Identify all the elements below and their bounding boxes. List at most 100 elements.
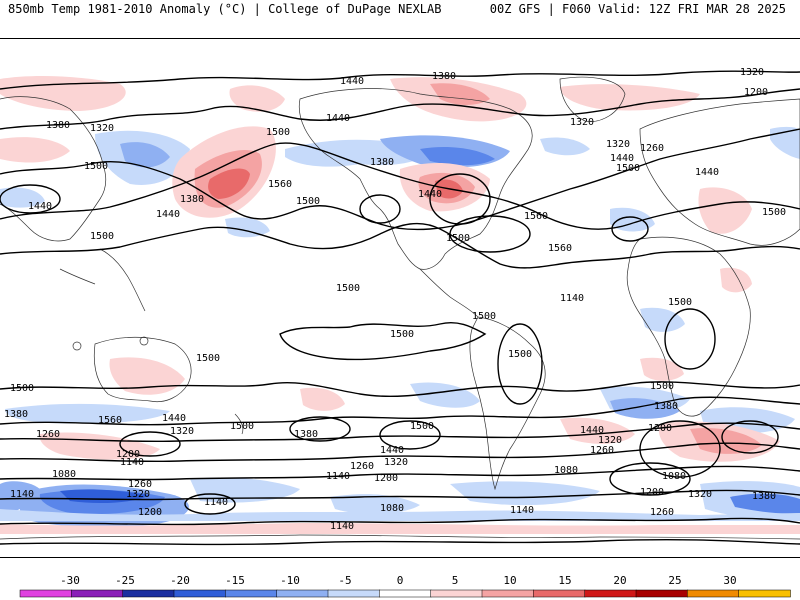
colorbar-swatch xyxy=(122,589,175,598)
colorbar-swatch xyxy=(687,589,740,598)
model-valid-time: 00Z GFS | F060 Valid: 12Z FRI MAR 28 202… xyxy=(489,2,786,16)
colorbar-swatches xyxy=(19,589,791,598)
contour-label: 1140 xyxy=(330,521,354,532)
contour-label: 1320 xyxy=(740,67,764,78)
colorbar-swatch xyxy=(481,589,535,598)
contour-label: 1260 xyxy=(128,479,152,490)
contour-label: 1140 xyxy=(560,293,584,304)
contour-label: 1440 xyxy=(162,413,186,424)
colorbar-swatch xyxy=(379,589,432,598)
contour-label: 1500 xyxy=(668,297,692,308)
contour-label: 1500 xyxy=(508,349,532,360)
contour-label: 1440 xyxy=(380,445,404,456)
colorbar-tick-label: 10 xyxy=(503,574,516,587)
contour-label: 1440 xyxy=(340,76,364,87)
contour-label: 1200 xyxy=(648,423,672,434)
colorbar-swatch xyxy=(533,589,586,598)
contour-label: 1380 xyxy=(752,491,776,502)
colorbar-tick-label: 30 xyxy=(723,574,736,587)
colorbar-swatch xyxy=(327,589,381,598)
contour-label: 1380 xyxy=(370,157,394,168)
contour-label: 1500 xyxy=(616,163,640,174)
contour-label: 1440 xyxy=(418,189,442,200)
contour-label: 1200 xyxy=(116,449,140,460)
contour-label: 1380 xyxy=(432,71,456,82)
colorbar-swatch xyxy=(71,589,124,598)
colorbar-tick-label: -25 xyxy=(115,574,135,587)
contour-label: 1320 xyxy=(606,139,630,150)
colorbar-tick-labels: -30 -25 -20 -15 -10 -5 0 5 10 15 20 25 30 xyxy=(60,574,737,587)
contour-label: 1260 xyxy=(36,429,60,440)
colorbar-swatch xyxy=(738,589,791,598)
coastlines xyxy=(0,76,800,540)
colorbar-tick-label: 5 xyxy=(452,574,459,587)
colorbar-swatch xyxy=(225,589,278,598)
contour-label: 1140 xyxy=(326,471,350,482)
contour-label: 1380 xyxy=(654,401,678,412)
contour-label: 1140 xyxy=(120,457,144,468)
contour-label: 1260 xyxy=(650,507,674,518)
height-contours xyxy=(0,70,800,546)
temperature-colorbar: -30 -25 -20 -15 -10 -5 0 5 10 15 20 25 30 xyxy=(19,574,791,598)
contour-label: 1200 xyxy=(138,507,162,518)
colorbar-tick-label: 25 xyxy=(668,574,681,587)
colorbar-swatch xyxy=(173,589,227,598)
contour-label: 1140 xyxy=(510,505,534,516)
colorbar-tick-label: -20 xyxy=(170,574,190,587)
contour-label: 1500 xyxy=(472,311,496,322)
contour-label: 1200 xyxy=(744,87,768,98)
contour-label: 1320 xyxy=(570,117,594,128)
contour-label: 1500 xyxy=(84,161,108,172)
contour-label: 1140 xyxy=(204,497,228,508)
contour-label: 1080 xyxy=(554,465,578,476)
contour-label: 1500 xyxy=(390,329,414,340)
chart-title: 850mb Temp 1981-2010 Anomaly (°C) | Coll… xyxy=(8,2,442,16)
colorbar-swatch xyxy=(584,589,637,598)
contour-label: 1500 xyxy=(196,353,220,364)
contour-label: 1560 xyxy=(98,415,122,426)
colorbar-tick-label: 20 xyxy=(613,574,626,587)
contour-label: 1500 xyxy=(266,127,290,138)
colorbar-tick-label: 0 xyxy=(397,574,404,587)
colorbar-tick-label: -30 xyxy=(60,574,80,587)
contour-label: 1080 xyxy=(52,469,76,480)
contour-label: 1500 xyxy=(650,381,674,392)
contour-label: 1080 xyxy=(380,503,404,514)
cold-anomaly-shading xyxy=(0,126,800,527)
contour-label: 1320 xyxy=(688,489,712,500)
contour-label: 1320 xyxy=(384,457,408,468)
warm-anomaly-shading xyxy=(0,76,800,534)
contour-labels: 1440 1380 1320 1380 1500 1440 1380 1440 … xyxy=(4,67,786,532)
colorbar-tick-label: -10 xyxy=(280,574,300,587)
contour-label: 1500 xyxy=(230,421,254,432)
contour-label: 1320 xyxy=(170,426,194,437)
contour-label: 1440 xyxy=(695,167,719,178)
contour-label: 1500 xyxy=(410,421,434,432)
contour-label: 1560 xyxy=(524,211,548,222)
colorbar-swatch xyxy=(19,589,73,598)
contour-label: 1500 xyxy=(762,207,786,218)
contour-label: 1380 xyxy=(4,409,28,420)
anomaly-map: 1440 1380 1320 1380 1500 1440 1380 1440 … xyxy=(0,67,800,546)
contour-label: 1260 xyxy=(350,461,374,472)
contour-label: 1440 xyxy=(156,209,180,220)
contour-label: 1260 xyxy=(590,445,614,456)
contour-label: 1380 xyxy=(294,429,318,440)
contour-label: 1080 xyxy=(662,471,686,482)
contour-label: 1200 xyxy=(640,487,664,498)
contour-label: 1320 xyxy=(90,123,114,134)
contour-label: 1200 xyxy=(374,473,398,484)
contour-label: 1380 xyxy=(180,194,204,205)
contour-label: 1380 xyxy=(46,120,70,131)
contour-label: 1500 xyxy=(90,231,114,242)
contour-label: 1260 xyxy=(640,143,664,154)
contour-label: 1560 xyxy=(548,243,572,254)
colorbar-tick-label: -15 xyxy=(225,574,245,587)
contour-label: 1140 xyxy=(10,489,34,500)
contour-label: 1440 xyxy=(580,425,604,436)
contour-label: 1440 xyxy=(28,201,52,212)
contour-label: 1500 xyxy=(446,233,470,244)
contour-label: 1500 xyxy=(10,383,34,394)
contour-label: 1440 xyxy=(326,113,350,124)
contour-label: 1440 xyxy=(610,153,634,164)
